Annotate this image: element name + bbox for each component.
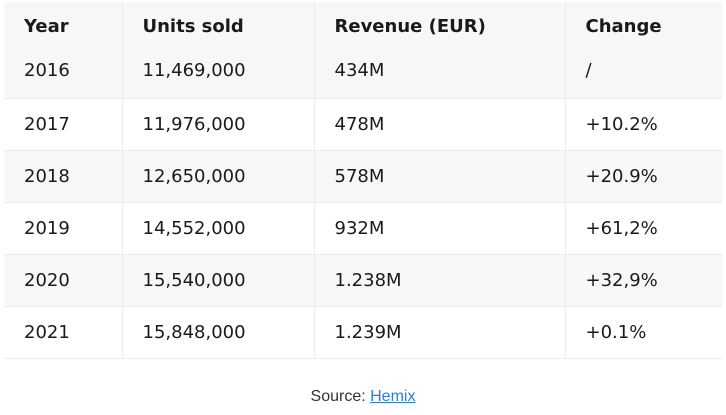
cell-revenue: 932M	[314, 202, 566, 254]
cell-revenue: 1.238M	[314, 254, 566, 306]
source-link[interactable]: Hemix	[370, 388, 416, 405]
header-year: Year	[4, 2, 123, 50]
table-row: 2016 11,469,000 434M /	[4, 50, 722, 98]
cell-revenue: 478M	[314, 98, 566, 150]
source-label: Source:	[310, 388, 366, 405]
table-row: 2019 14,552,000 932M +61,2%	[4, 202, 722, 254]
table-row: 2021 15,848,000 1.239M +0.1%	[4, 306, 722, 358]
cell-change: +61,2%	[585, 217, 658, 239]
data-table-container: Year Units sold Revenue (EUR) Change 201…	[4, 2, 722, 359]
cell-units-sold: 14,552,000	[122, 202, 315, 254]
cell-year: 2021	[4, 306, 123, 358]
cell-revenue: 578M	[314, 150, 566, 202]
cell-year: 2019	[4, 202, 123, 254]
cell-change: /	[585, 60, 592, 81]
header-revenue: Revenue (EUR)	[314, 2, 566, 50]
cell-change: +20.9%	[585, 165, 658, 187]
cell-units-sold: 15,540,000	[122, 254, 315, 306]
sales-table: Year Units sold Revenue (EUR) Change 201…	[4, 2, 722, 359]
source-caption: Source: Hemix	[0, 388, 726, 406]
cell-revenue: 1.239M	[314, 306, 566, 358]
cell-year: 2017	[4, 98, 123, 150]
cell-units-sold: 12,650,000	[122, 150, 315, 202]
cell-units-sold: 15,848,000	[122, 306, 315, 358]
header-change: Change	[585, 15, 662, 37]
header-units-sold: Units sold	[122, 2, 315, 50]
cell-change: +32,9%	[585, 269, 658, 291]
table-row: 2017 11,976,000 478M +10.2%	[4, 98, 722, 150]
cell-year: 2016	[4, 50, 123, 98]
table-row: 2018 12,650,000 578M +20.9%	[4, 150, 722, 202]
cell-units-sold: 11,976,000	[122, 98, 315, 150]
cell-revenue: 434M	[314, 50, 566, 98]
table-row: 2020 15,540,000 1.238M +32,9%	[4, 254, 722, 306]
cell-change: +0.1%	[585, 321, 647, 343]
table-header-row: Year Units sold Revenue (EUR) Change	[4, 2, 722, 50]
cell-year: 2020	[4, 254, 123, 306]
cell-units-sold: 11,469,000	[122, 50, 315, 98]
cell-year: 2018	[4, 150, 123, 202]
cell-change: +10.2%	[585, 113, 658, 135]
